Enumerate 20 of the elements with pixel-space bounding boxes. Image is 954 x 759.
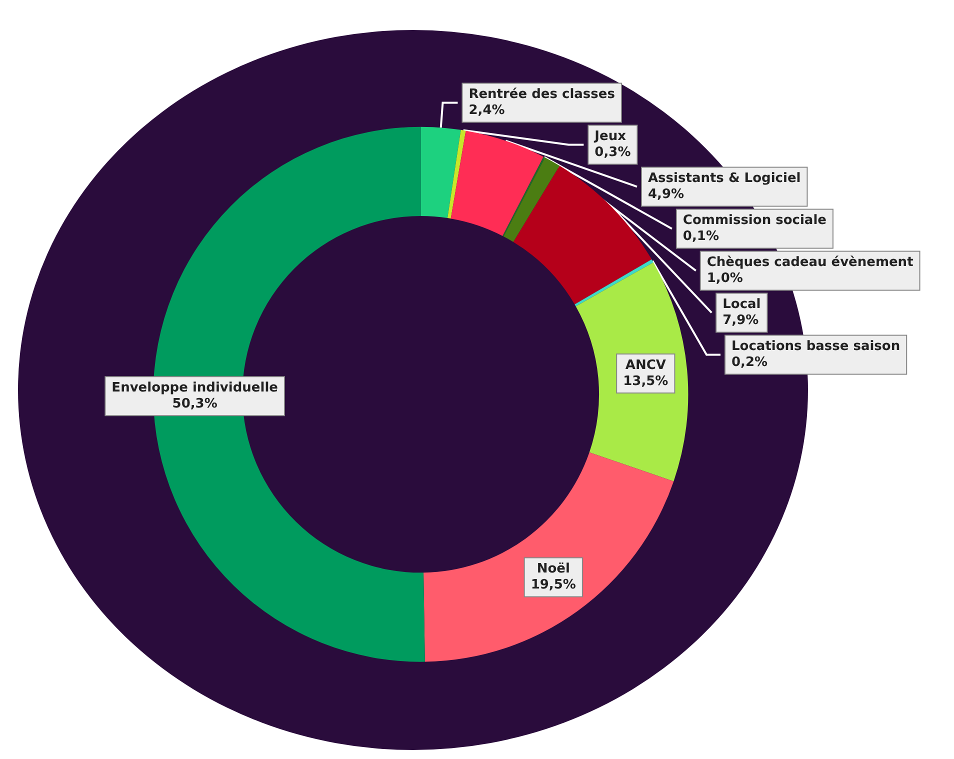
slice-label: Locations basse saison (732, 339, 900, 354)
slice-label: Chèques cadeau évènement (706, 255, 914, 270)
data-label: 0,2% (732, 355, 768, 370)
slice-label: Enveloppe individuelle (112, 380, 278, 396)
data-label: 4,9% (648, 187, 684, 202)
data-label: 2,4% (468, 103, 505, 118)
data-label: 19,5% (530, 578, 576, 593)
slice-label: Rentrée des classes (468, 87, 616, 102)
data-label: 7,9% (722, 313, 759, 328)
slice-label: ANCV (625, 358, 666, 373)
slice-label: Commission sociale (682, 213, 827, 228)
slice-label: Local (722, 297, 761, 312)
data-label: 1,0% (706, 271, 743, 286)
data-label: 0,3% (594, 145, 631, 160)
data-label: 0,1% (682, 229, 719, 244)
slice-label: Jeux (594, 129, 627, 144)
slice-label: Noël (536, 562, 570, 577)
data-label: 13,5% (623, 374, 668, 389)
data-label: 50,3% (172, 396, 218, 412)
slice-label: Assistants & Logiciel (648, 171, 801, 186)
